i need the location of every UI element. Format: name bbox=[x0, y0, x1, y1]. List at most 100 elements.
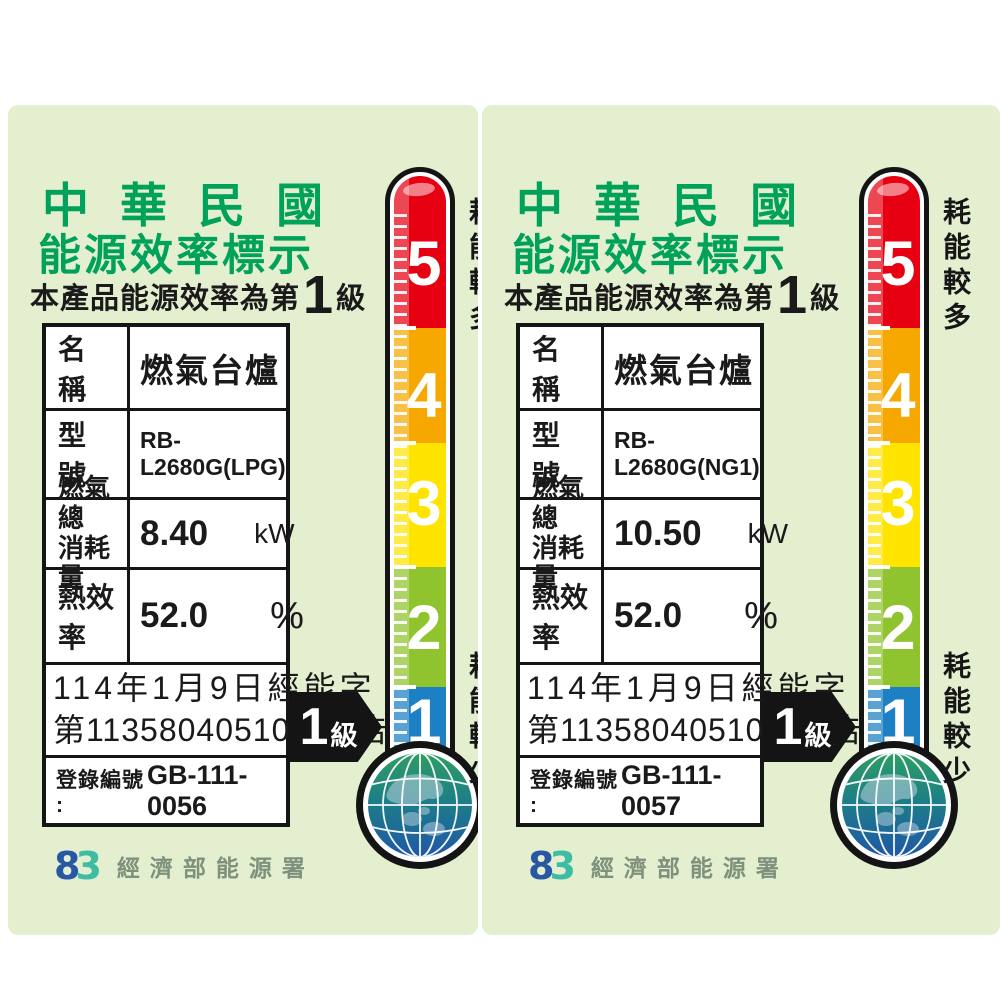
registration-value: GB-111-0057 bbox=[620, 759, 722, 821]
thermometer-tube: 5 4 3 2 1 bbox=[394, 176, 446, 770]
agency-name: 經濟部能源署 bbox=[116, 855, 315, 881]
level-4-number: 4 bbox=[880, 361, 916, 431]
less-energy-text: 耗能較少 bbox=[466, 651, 478, 791]
level-4-number: 4 bbox=[406, 361, 442, 431]
table-row-efficiency: 熱效率 52.0 % bbox=[520, 570, 778, 665]
name-label: 名 稱 bbox=[532, 333, 589, 405]
earth-globe-icon bbox=[830, 741, 958, 869]
footer: 83 經濟部能源署 bbox=[528, 847, 789, 885]
model-label-cell: 型 號 bbox=[520, 411, 604, 497]
announcement-line2: 第11358040510號公告 bbox=[527, 712, 864, 748]
table-row-announcement: 114年1月9日經能字 第11358040510號公告 bbox=[520, 665, 864, 758]
consumption-label-line2: 消耗量 bbox=[58, 532, 111, 593]
energy-efficiency-label: 中 華 民 國 能源效率標示 本產品能源效率為第 1 級 名 稱 燃氣台爐 型 … bbox=[482, 105, 1000, 935]
logo-right-glyph: 3 bbox=[75, 844, 102, 888]
table-row-model: 型 號 RB-L2680G(LPG) bbox=[46, 411, 286, 500]
level-2-number: 2 bbox=[406, 593, 442, 663]
name-value: 燃氣台爐 bbox=[614, 351, 754, 389]
table-row-efficiency: 熱效率 52.0 % bbox=[46, 570, 304, 665]
energy-administration-logo: 83 bbox=[54, 844, 102, 888]
label-title-energy-efficiency: 能源效率標示 bbox=[512, 232, 788, 280]
level-5-number: 5 bbox=[406, 229, 442, 299]
level-3-number: 3 bbox=[406, 469, 442, 539]
consumption-unit: kW bbox=[254, 517, 295, 549]
model-label: 型 號 bbox=[58, 420, 115, 491]
logo-right-glyph: 3 bbox=[549, 844, 576, 888]
name-label-cell: 名 稱 bbox=[520, 327, 604, 408]
tick-major bbox=[394, 685, 416, 689]
table-row-model: 型 號 RB-L2680G(NG1) bbox=[520, 411, 760, 500]
model-value-cell: RB-L2680G(LPG) bbox=[130, 411, 286, 497]
grade-suffix: 級 bbox=[810, 283, 841, 316]
grade-sentence-prefix: 本產品能源效率為第 bbox=[30, 283, 301, 316]
consumption-label-line2: 消耗量 bbox=[532, 532, 585, 593]
efficiency-value: 52.0 bbox=[140, 596, 209, 635]
label-title-country: 中 華 民 國 bbox=[516, 179, 807, 232]
model-value: RB-L2680G(NG1) bbox=[614, 427, 760, 480]
grade-arrow-suffix: 級 bbox=[330, 720, 358, 751]
name-value-cell: 燃氣台爐 bbox=[604, 327, 760, 408]
model-label: 型 號 bbox=[532, 420, 589, 491]
level-2-number: 2 bbox=[880, 593, 916, 663]
label-title-country: 中 華 民 國 bbox=[42, 179, 333, 232]
tick-major bbox=[868, 685, 890, 689]
consumption-value-cell: 10.50 kW bbox=[604, 500, 788, 567]
thermometer-ticks bbox=[394, 214, 407, 754]
logo-left-glyph: 8 bbox=[528, 844, 555, 888]
level-3-number: 3 bbox=[880, 469, 916, 539]
consumption-value: 8.40 bbox=[140, 513, 209, 553]
agency-name: 經濟部能源署 bbox=[590, 855, 789, 881]
model-value: RB-L2680G(LPG) bbox=[140, 427, 286, 480]
thermometer: 5 4 3 2 1 bbox=[859, 167, 929, 779]
consumption-label-cell: 燃氣總 消耗量 bbox=[520, 473, 604, 592]
name-label-cell: 名 稱 bbox=[46, 327, 130, 408]
tick-major bbox=[394, 326, 416, 330]
more-energy-text: 耗能較多 bbox=[466, 197, 478, 337]
registration-label: 登錄編號 : bbox=[56, 768, 144, 817]
consumption-label-line1: 燃氣總 bbox=[532, 472, 585, 533]
spec-table: 名 稱 燃氣台爐 型 號 RB-L2680G(NG1) 燃氣總 消耗量 bbox=[516, 323, 864, 827]
earth-globe-icon bbox=[356, 741, 478, 869]
consumption-value: 10.50 bbox=[614, 513, 702, 553]
efficiency-label: 熱效率 bbox=[532, 582, 589, 653]
efficiency-value-cell: 52.0 % bbox=[130, 570, 304, 662]
logo-left-glyph: 8 bbox=[54, 844, 81, 888]
more-energy-text: 耗能較多 bbox=[940, 197, 971, 337]
grade-suffix: 級 bbox=[336, 283, 367, 316]
footer: 83 經濟部能源署 bbox=[54, 847, 315, 885]
tick-major bbox=[868, 565, 890, 569]
consumption-value-cell: 8.40 kW bbox=[130, 500, 295, 567]
grade-number: 1 bbox=[303, 265, 334, 325]
grade-number: 1 bbox=[777, 265, 808, 325]
label-title-energy-efficiency: 能源效率標示 bbox=[38, 232, 314, 280]
model-value-cell: RB-L2680G(NG1) bbox=[604, 411, 760, 497]
consumption-label-cell: 燃氣總 消耗量 bbox=[46, 473, 130, 592]
efficiency-label-cell: 熱效率 bbox=[520, 570, 604, 662]
tick-major bbox=[394, 441, 416, 445]
efficiency-label-cell: 熱效率 bbox=[46, 570, 130, 662]
name-value: 燃氣台爐 bbox=[140, 351, 280, 389]
level-5-number: 5 bbox=[880, 229, 916, 299]
tick-major bbox=[394, 565, 416, 569]
registration-value: GB-111-0056 bbox=[146, 759, 248, 821]
announcement-line2: 第11358040510號公告 bbox=[53, 712, 390, 748]
model-label-cell: 型 號 bbox=[46, 411, 130, 497]
table-row-consumption: 燃氣總 消耗量 8.40 kW bbox=[46, 473, 295, 592]
table-row-registration: 登錄編號 : GB-111-0056 bbox=[46, 758, 286, 823]
tick-major bbox=[868, 326, 890, 330]
efficiency-unit: % bbox=[744, 594, 778, 637]
consumption-unit: kW bbox=[747, 517, 789, 549]
grade-sentence-prefix: 本產品能源效率為第 bbox=[504, 283, 775, 316]
name-label: 名 稱 bbox=[58, 333, 115, 405]
thermometer-tube: 5 4 3 2 1 bbox=[868, 176, 920, 770]
efficiency-value: 52.0 bbox=[614, 596, 683, 635]
efficiency-value-cell: 52.0 % bbox=[604, 570, 778, 662]
grade-sentence: 本產品能源效率為第 1 級 bbox=[504, 265, 841, 325]
spec-table: 名 稱 燃氣台爐 型 號 RB-L2680G(LPG) 燃氣總 消耗量 bbox=[42, 323, 390, 827]
grade-sentence: 本產品能源效率為第 1 級 bbox=[30, 265, 367, 325]
consumption-label-line1: 燃氣總 bbox=[58, 472, 111, 533]
thermometer-ticks bbox=[868, 214, 881, 754]
energy-efficiency-label: 中 華 民 國 能源效率標示 本產品能源效率為第 1 級 名 稱 燃氣台爐 型 … bbox=[8, 105, 478, 935]
announcement-line1: 114年1月9日經能字 bbox=[53, 670, 376, 707]
